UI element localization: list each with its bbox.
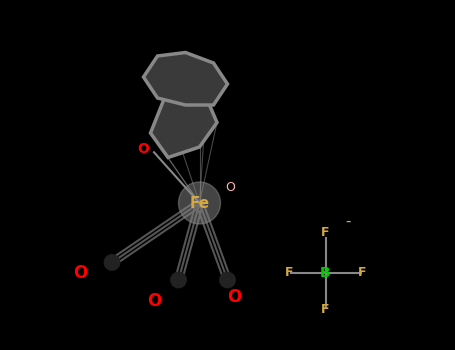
- Text: Fe: Fe: [189, 196, 210, 210]
- Text: -: -: [345, 214, 351, 229]
- Text: F: F: [321, 226, 330, 239]
- Circle shape: [220, 272, 235, 288]
- Text: F: F: [321, 303, 330, 316]
- Text: B: B: [320, 266, 331, 280]
- Text: F: F: [358, 266, 366, 280]
- Text: O: O: [137, 142, 149, 156]
- Polygon shape: [151, 98, 217, 158]
- Circle shape: [178, 182, 221, 224]
- Polygon shape: [143, 52, 228, 105]
- Text: O: O: [228, 288, 242, 307]
- Text: O: O: [225, 181, 235, 194]
- Text: O: O: [73, 264, 88, 282]
- Text: O: O: [147, 292, 161, 310]
- Circle shape: [171, 272, 186, 288]
- Circle shape: [104, 255, 120, 270]
- Text: F: F: [284, 266, 293, 280]
